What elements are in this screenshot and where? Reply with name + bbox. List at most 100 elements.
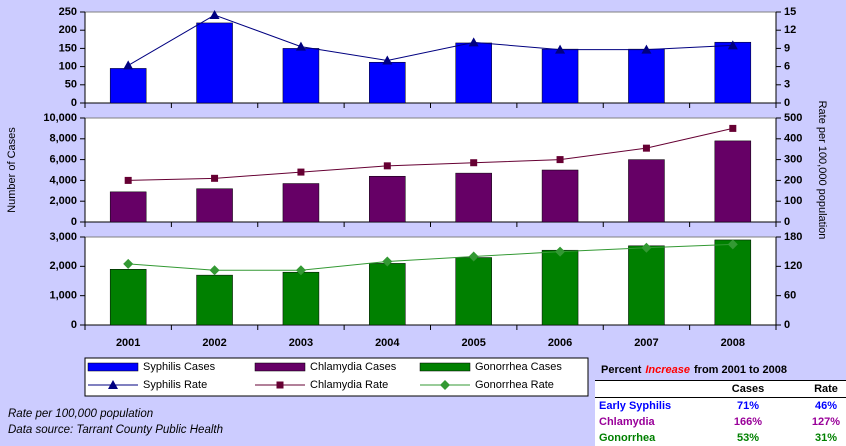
y2-tick-label: 12 [784,24,796,36]
table-cell: Gonorrhea [595,430,709,446]
table-cell: 46% [787,398,846,415]
y-tick-label: 8,000 [49,133,77,145]
legend-label: Gonorrhea Rate [475,379,554,391]
bar [369,62,405,103]
bar [456,173,492,222]
bar [110,68,146,103]
y2-tick-label: 500 [784,112,802,124]
y2-tick-label: 15 [784,6,796,18]
bar [715,42,751,103]
line-marker [211,175,218,182]
bar [283,184,319,222]
y-tick-label: 1,000 [49,290,77,302]
legend-label: Chlamydia Rate [310,379,388,391]
bar [715,141,751,222]
plot-area [85,12,776,103]
table-cell: 71% [709,398,787,415]
table-cell: 31% [787,430,846,446]
y-tick-label: 0 [71,216,77,228]
bar [628,49,664,103]
y2-tick-label: 100 [784,195,802,207]
y-tick-label: 250 [59,6,77,18]
y-tick-label: 200 [59,24,77,36]
bar [542,49,578,103]
notes: Rate per 100,000 population Data source:… [8,406,223,438]
y2-tick-label: 0 [784,319,790,331]
bar [456,258,492,325]
bar [197,23,233,103]
table-title: Percent Increase from 2001 to 2008 [595,360,846,380]
bar [197,189,233,222]
bar [110,269,146,325]
bar [628,160,664,222]
bar [197,275,233,325]
legend-label: Syphilis Rate [143,379,207,391]
line-marker [384,162,391,169]
plot-area [85,237,776,325]
bar [628,246,664,325]
x-tick-label: 2005 [461,337,485,349]
y2-tick-label: 0 [784,97,790,109]
bar [369,263,405,325]
bar [283,48,319,103]
y-tick-label: 50 [65,79,77,91]
y-axis-label: Number of Cases [6,127,18,213]
title-text: from 2001 to 2008 [694,364,787,376]
table-cell: 127% [787,414,846,430]
y2-tick-label: 3 [784,79,790,91]
x-tick-label: 2004 [375,337,400,349]
line-marker [125,177,132,184]
table-cell: 166% [709,414,787,430]
y2-tick-label: 60 [784,290,796,302]
line-marker [729,125,736,132]
line-marker [297,169,304,176]
y-tick-label: 4,000 [49,174,77,186]
legend-swatch [420,363,470,371]
line-marker [557,156,564,163]
bar [110,192,146,222]
legend-swatch [255,363,305,371]
y2-tick-label: 120 [784,260,802,272]
x-tick-label: 2001 [116,337,140,349]
line-marker [470,159,477,166]
note: Data source: Tarrant County Public Healt… [8,422,223,438]
table-cell: 53% [709,430,787,446]
note: Rate per 100,000 population [8,406,223,422]
y-tick-label: 100 [59,61,77,73]
y-tick-label: 150 [59,42,77,54]
y-tick-label: 2,000 [49,195,77,207]
x-tick-label: 2002 [202,337,226,349]
y-tick-label: 6,000 [49,154,77,166]
y2-tick-label: 400 [784,133,802,145]
x-tick-label: 2008 [721,337,745,349]
bar [715,240,751,325]
table-cell: Chlamydia [595,414,709,430]
plot-area [85,118,776,222]
bar [369,176,405,222]
title-text: Percent [601,364,641,376]
y2-tick-label: 300 [784,154,802,166]
y-tick-label: 0 [71,97,77,109]
title-emphasis: Increase [645,364,690,376]
bar [283,272,319,325]
y-tick-label: 0 [71,319,77,331]
legend-swatch [88,363,138,371]
legend-label: Syphilis Cases [143,361,216,373]
y2-tick-label: 6 [784,61,790,73]
y2-axis-label: Rate per 100,000 population [816,101,828,240]
table-cell: Early Syphilis [595,398,709,415]
legend-label: Gonorrhea Cases [475,361,562,373]
line-marker [643,145,650,152]
column-header: Rate [787,381,846,398]
y2-tick-label: 200 [784,174,802,186]
y-tick-label: 10,000 [43,112,77,124]
x-tick-label: 2007 [634,337,658,349]
